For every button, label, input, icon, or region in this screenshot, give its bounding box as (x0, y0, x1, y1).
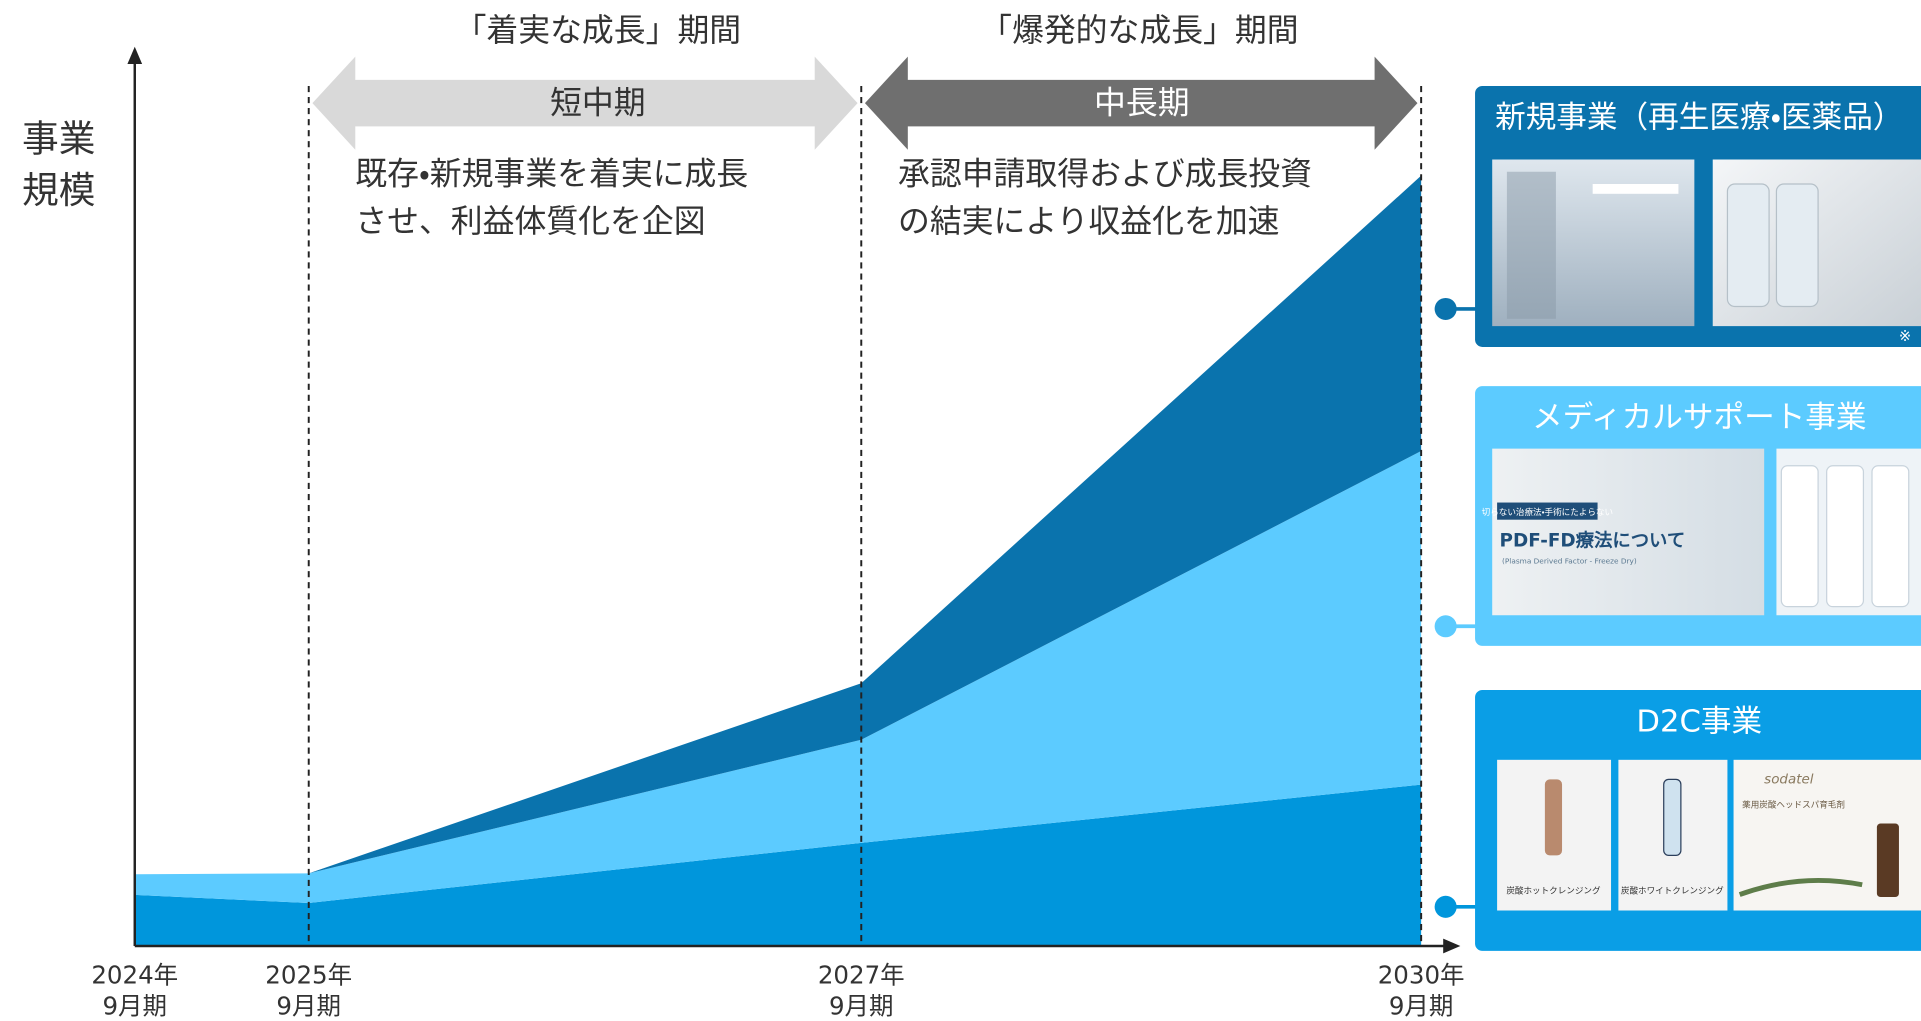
image-detail (1826, 465, 1865, 608)
phase-title: 「着実な成長」期間 (455, 11, 742, 49)
area (134, 175, 1422, 875)
area (134, 784, 1422, 947)
image-detail (1738, 877, 1863, 897)
x-tick-label: 2027年 (818, 961, 905, 990)
area (134, 451, 1422, 903)
connector-dot (1434, 297, 1457, 320)
card-medical: メディカルサポート事業 切らない治療法・手術にたよらない PDF-FD療法につい… (1434, 386, 1921, 646)
connector-dot (1434, 895, 1457, 918)
y-axis-label: 事業 (22, 118, 96, 161)
x-tick-label: 9月期 (1389, 991, 1454, 1020)
x-axis-arrow (1443, 938, 1461, 954)
phase-period: 中長期 (1094, 83, 1190, 121)
image-detail (1544, 779, 1563, 856)
x-tick-label: 2030年 (1378, 961, 1465, 990)
image-text: sodatel (1764, 771, 1814, 787)
phase-description: させ、利益体質化を企図 (355, 202, 705, 240)
x-tick-label: 9月期 (276, 991, 341, 1020)
image-detail (1775, 183, 1819, 308)
image-detail (1726, 183, 1770, 308)
phase-period: 短中期 (550, 83, 646, 121)
card-title: メディカルサポート事業 (1532, 401, 1867, 436)
y-axis-arrow (127, 46, 143, 64)
x-tick-label: 9月期 (102, 991, 167, 1020)
image-text: 炭酸ホットクレンジング (1506, 884, 1601, 896)
image-text: 炭酸ホワイトクレンジング (1621, 884, 1724, 896)
phase-description: 既存・新規事業を着実に成長 (355, 154, 748, 192)
card-d2c: D2C事業 炭酸ホットクレンジング 炭酸ホワイトクレンジング sodatel 薬… (1434, 689, 1921, 951)
y-axis-label: 規模 (22, 169, 96, 212)
phase-title: 「爆発的な成長」期間 (980, 11, 1298, 49)
image-detail (1871, 465, 1910, 608)
image-detail (1876, 823, 1899, 898)
image-text: PDF-FD療法について (1500, 530, 1686, 552)
phase-description: 承認申請取得および成長投資 (898, 154, 1312, 192)
image-text: 切らない治療法・手術にたよらない (1482, 506, 1613, 518)
card-title: 新規事業（再生医療・医薬品） (1495, 101, 1903, 136)
areas (134, 175, 1422, 947)
image-detail (1780, 465, 1819, 608)
image-text: 薬用炭酸ヘッドスパ育毛剤 (1742, 799, 1845, 811)
x-tick-label: 2024年 (91, 961, 178, 990)
card-title: D2C事業 (1636, 705, 1762, 740)
note: ※ (1899, 328, 1911, 345)
image-detail (1592, 184, 1679, 194)
connector-dot (1434, 615, 1457, 638)
card-new: 新規事業（再生医療・医薬品） ※ (1434, 85, 1921, 347)
image-therapy (1492, 448, 1765, 616)
phase-description: の結実により収益化を加速 (898, 202, 1280, 240)
image-text: (Plasma Derived Factor - Freeze Dry) (1502, 556, 1637, 565)
x-tick-label: 9月期 (829, 991, 894, 1020)
x-tick-label: 2025年 (265, 961, 352, 990)
image-detail (1506, 171, 1556, 319)
image-detail (1497, 502, 1598, 520)
image-detail (1663, 778, 1682, 856)
